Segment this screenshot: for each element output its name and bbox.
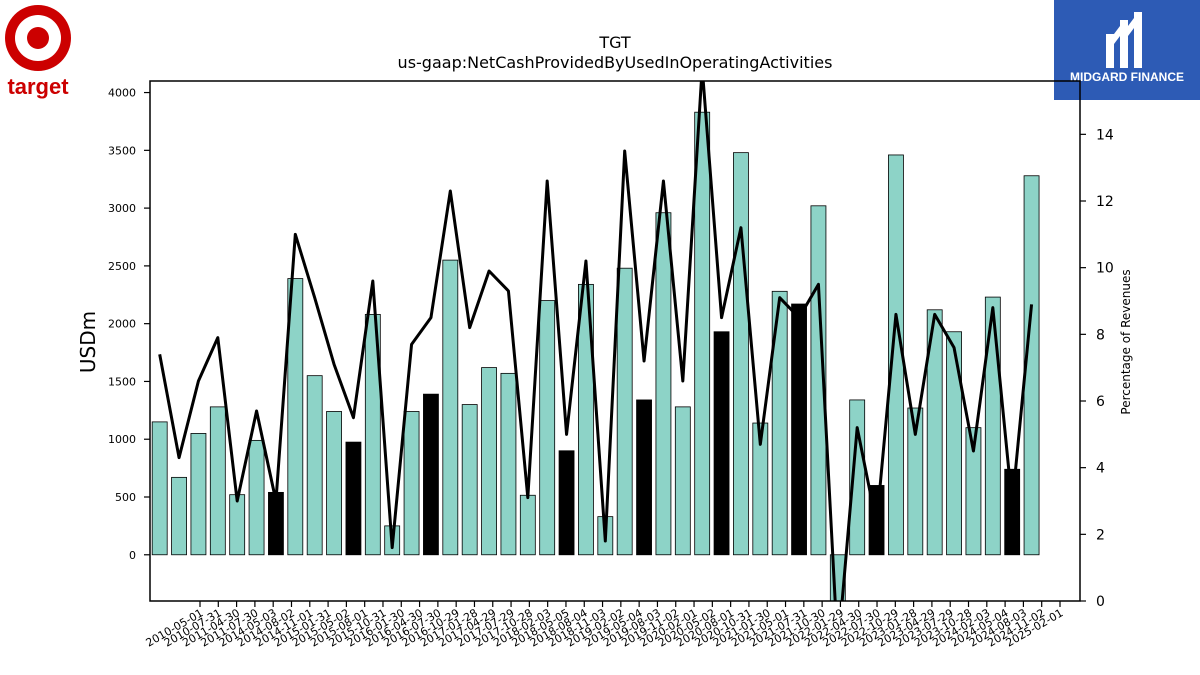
bar [984,296,1001,556]
y-right-tick-label: 10 [1096,261,1114,277]
bar [403,411,420,556]
bar [539,300,556,556]
y-tick-label: 1000 [108,433,136,446]
bar [461,404,478,556]
bars-layer [151,111,1040,602]
y-right-tick-label: 8 [1096,327,1105,343]
bar [694,111,711,556]
bar [287,278,304,556]
y-tick-label: 500 [115,491,136,504]
midgard-finance-logo: MIDGARD FINANCE [1054,0,1200,100]
plot-frame [149,80,1081,602]
bar [171,476,187,556]
bar [306,375,323,556]
bar [248,439,265,556]
bar [481,367,497,556]
bar [926,309,943,556]
line-layer [158,81,1034,601]
y-axis-right-label: Percentage of Revenues [1119,269,1133,414]
y-tick-label: 4000 [108,87,136,100]
y-right-tick-label: 14 [1096,127,1114,143]
bar [1023,175,1040,556]
bar [423,393,439,556]
bar [674,406,691,556]
y-right-tick-label: 6 [1096,394,1105,410]
bar [655,212,672,556]
bar [946,331,962,556]
percentage-line [158,81,1034,601]
y-right-tick-label: 2 [1096,527,1105,543]
bar [791,303,807,556]
bar [616,267,633,556]
bar [752,422,769,556]
bar [151,421,168,556]
target-logo-text: target [7,74,69,99]
y-axis-label: USDm [76,311,100,373]
bar [190,433,207,556]
bar [636,399,652,556]
y-right-tick-label: 12 [1096,194,1114,210]
bar [500,372,517,556]
y-right-tick-label: 4 [1096,461,1105,477]
y-tick-label: 3500 [108,144,136,157]
bar [849,399,866,556]
y-tick-label: 1500 [108,375,136,388]
bar [1004,468,1021,556]
bar [442,259,459,556]
target-logo: target [0,0,80,105]
bar [519,494,536,556]
y-right-tick-label: 0 [1096,594,1105,610]
axes-layer: 0 500 1000 1500 2000 2500 3000 3500 4000 0 2 4 6 8 10 1… [108,80,1114,650]
bar [345,441,362,556]
midgard-logo-text: MIDGARD FINANCE [1070,70,1184,84]
bar [558,450,575,556]
bar [578,283,594,556]
chart-subtitle: us-gaap:NetCashProvidedByUsedInOperating… [398,53,833,72]
bar [771,290,788,556]
bar [326,411,342,556]
bar [713,331,730,556]
bar [907,407,924,556]
bar [229,494,246,556]
y-tick-label: 2500 [108,260,136,273]
bar [364,314,381,556]
bar [965,427,982,556]
y-tick-label: 3000 [108,202,136,215]
bar [209,406,226,556]
chart-title: TGT [598,33,631,52]
y-tick-label: 0 [129,549,136,562]
bar [733,152,749,556]
y-tick-label: 2000 [108,318,136,331]
